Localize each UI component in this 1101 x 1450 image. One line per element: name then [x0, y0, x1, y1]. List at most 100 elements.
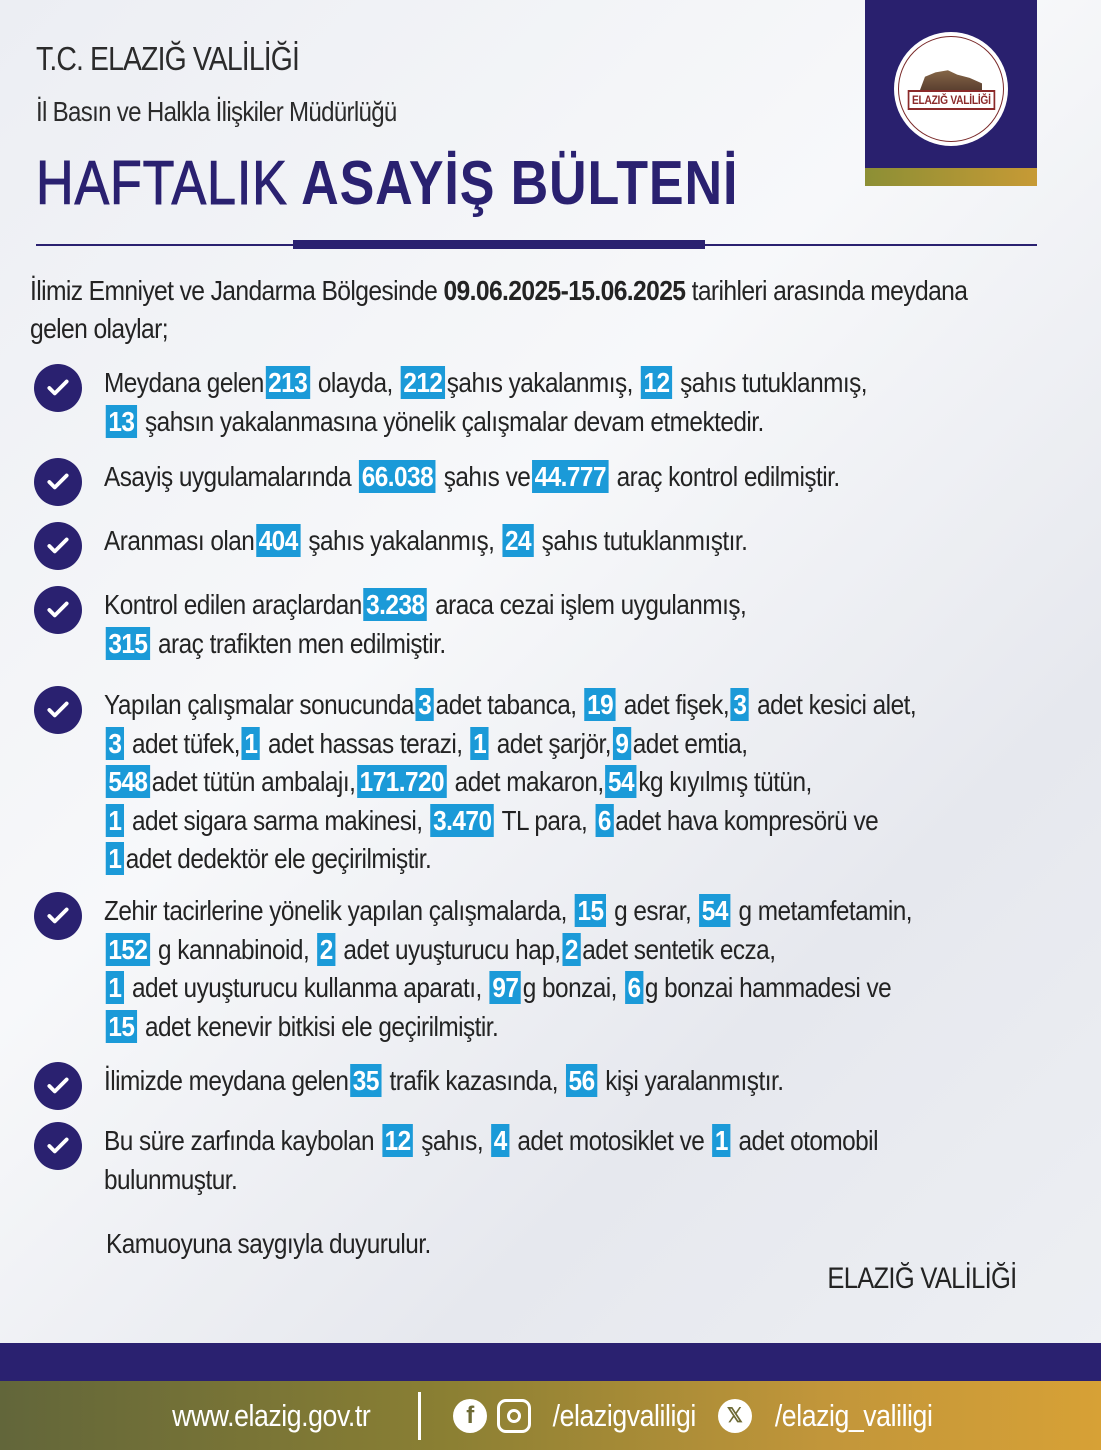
bullet-text-segment: şahıs ve	[437, 461, 531, 492]
highlight-number: 12	[640, 366, 673, 399]
bullet-text-segment: adet tüfek,	[125, 727, 241, 759]
date-range: 09.06.2025-15.06.2025	[443, 275, 686, 306]
intro-text: İlimiz Emniyet ve Jandarma Bölgesinde	[30, 275, 444, 306]
highlight-number: 548	[105, 765, 151, 798]
bullet-text-segment: araç trafikten men edilmiştir.	[151, 627, 446, 659]
bullet-text-segment: Kontrol edilen araçlardan	[104, 589, 362, 620]
check-icon	[34, 586, 82, 634]
bullet-text-segment: araç kontrol edilmiştir.	[610, 461, 841, 492]
highlight-number: 44.777	[531, 460, 609, 493]
bullet-text-segment: şahıs yakalanmış,	[302, 525, 501, 556]
logo-text: ELAZIĞ VALİLİĞİ	[907, 90, 995, 110]
x-icon[interactable]: 𝕏	[717, 1398, 752, 1433]
bullet-text-segment: şahıs yakalanmış,	[446, 367, 640, 398]
bullet-text-segment: araca cezai işlem uygulanmış,	[428, 589, 747, 620]
highlight-number: 15	[105, 1009, 138, 1043]
bullet-text-segment: şahıs tutuklanmış,	[673, 367, 868, 398]
highlight-number: 315	[105, 626, 151, 660]
highlight-number: 213	[265, 366, 310, 399]
closing-text: Kamuoyuna saygıyla duyurulur.	[106, 1228, 431, 1259]
bullet-text-segment: adet kesici alet,	[750, 689, 917, 720]
bullet-text-segment: İlimizde meydana gelen	[104, 1065, 349, 1096]
logo-gold-strip	[865, 168, 1037, 186]
footer-separator	[418, 1391, 422, 1440]
facebook-icon[interactable]: f	[453, 1398, 488, 1433]
bullet-text-segment: g esrar,	[607, 895, 698, 926]
bullet-text-segment: Zehir tacirlerine yönelik yapılan çalışm…	[104, 895, 574, 926]
signature: ELAZIĞ VALİLİĞİ	[827, 1262, 1018, 1295]
bullet-text-segment: şahsın yakalanmasına yönelik çalışmalar …	[138, 405, 764, 437]
bullet-text: Bu süre zarfında kaybolan 12 şahıs, 4 ad…	[104, 1122, 878, 1199]
highlight-number: 2	[317, 932, 336, 966]
highlight-number: 4	[491, 1124, 510, 1157]
highlight-number: 15	[574, 894, 607, 927]
bullet-text-segment: Bu süre zarfında kaybolan	[104, 1125, 381, 1156]
highlight-number: 3.470	[430, 803, 495, 837]
bullet-text-segment: adet fişek,	[617, 689, 730, 720]
bullet-text-segment: Yapılan çalışmalar sonucunda	[104, 689, 414, 720]
bullet-text-segment: şahıs,	[414, 1125, 490, 1156]
bullet-text-segment: adet şarjör,	[490, 727, 612, 759]
highlight-number: 24	[502, 524, 534, 557]
bullet-text-segment: TL para,	[495, 804, 594, 836]
bullet-text: Meydana gelen 213 olayda, 212 şahıs yakala…	[104, 364, 868, 441]
bullet-text: Aranması olan 404 şahıs yakalanmış, 24 şa…	[104, 522, 748, 561]
highlight-number: 1	[712, 1124, 731, 1157]
bullet-text: İlimizde meydana gelen 35 trafik kazasınd…	[104, 1062, 784, 1101]
bullet-text-segment: g kannabinoid,	[151, 933, 316, 965]
bullet-text-segment: g metamfetamin,	[732, 895, 913, 926]
bullet-text-segment: adet motosiklet ve	[511, 1125, 711, 1156]
bullet-text: Zehir tacirlerine yönelik yapılan çalışm…	[104, 892, 913, 1046]
highlight-number: 1	[105, 803, 124, 837]
check-icon	[34, 522, 82, 570]
bullet-text-segment: kg kıyılmış tütün,	[638, 766, 812, 797]
intro-text: tarihleri arasında meydana	[685, 275, 968, 306]
title-part-1: HAFTALIK	[36, 149, 288, 219]
bullet-text-segment: trafik kazasında,	[383, 1065, 565, 1096]
highlight-number: 12	[381, 1124, 414, 1157]
highlight-number: 1	[470, 726, 489, 760]
bullet-text: Yapılan çalışmalar sonucunda 3 adet tabanc…	[104, 686, 917, 879]
highlight-number: 97	[489, 971, 522, 1004]
highlight-number: 19	[584, 688, 616, 721]
footer-band	[0, 1343, 1101, 1381]
intro-paragraph: İlimiz Emniyet ve Jandarma Bölgesinde 09…	[30, 272, 989, 348]
highlight-number: 1	[105, 971, 124, 1004]
bullet-text-segment: adet sentetik ecza,	[582, 933, 776, 965]
x-handle[interactable]: /elazig_valiligi	[774, 1397, 933, 1433]
highlight-number: 3.238	[363, 588, 428, 621]
bullet-text-segment: adet emtia,	[632, 727, 748, 759]
castle-icon	[920, 70, 982, 90]
highlight-number: 3	[730, 688, 750, 721]
bullet-text-segment: Asayiş uygulamalarında	[104, 461, 358, 492]
check-icon	[34, 686, 82, 734]
highlight-number: 6	[624, 971, 644, 1004]
highlight-number: 2	[562, 932, 581, 966]
highlight-number: 56	[565, 1064, 598, 1097]
highlight-number: 35	[350, 1064, 382, 1097]
bullet-text-segment: g bonzai hammadesi ve	[644, 972, 892, 1003]
bullet-text: Asayiş uygulamalarında 66.038 şahıs ve 44…	[104, 458, 840, 497]
highlight-number: 66.038	[359, 460, 436, 493]
highlight-number: 152	[105, 932, 151, 966]
divider-accent	[293, 240, 705, 249]
bullet-text-segment: adet makaron,	[448, 766, 604, 797]
highlight-number: 212	[400, 366, 446, 399]
bullet-text-segment: olayda,	[311, 367, 399, 398]
website-link[interactable]: www.elazig.gov.tr	[172, 1397, 371, 1433]
bullet-text-segment: adet sigara sarma makinesi,	[125, 804, 429, 836]
bullet-text-segment: adet hava kompresörü ve	[615, 804, 879, 836]
bullet-text-segment: adet tütün ambalajı,	[151, 766, 356, 797]
social-handle[interactable]: /elazigvaliligi	[552, 1397, 697, 1433]
page-title: HAFTALIK ASAYİŞ BÜLTENİ	[36, 148, 738, 219]
department-name: İl Basın ve Halkla İlişkiler Müdürlüğü	[36, 96, 397, 127]
bullet-text-segment: Meydana gelen	[104, 367, 264, 398]
check-icon	[34, 1122, 82, 1170]
bullet-text-segment: bulunmuştur.	[104, 1163, 238, 1195]
bullet-text-segment: adet kenevir bitkisi ele geçirilmiştir.	[138, 1010, 499, 1042]
highlight-number: 3	[415, 688, 434, 721]
highlight-number: 1	[241, 726, 261, 760]
highlight-number: 404	[256, 524, 301, 557]
instagram-icon[interactable]	[497, 1398, 532, 1433]
bullet-text-segment: adet hassas terazi,	[261, 727, 469, 759]
